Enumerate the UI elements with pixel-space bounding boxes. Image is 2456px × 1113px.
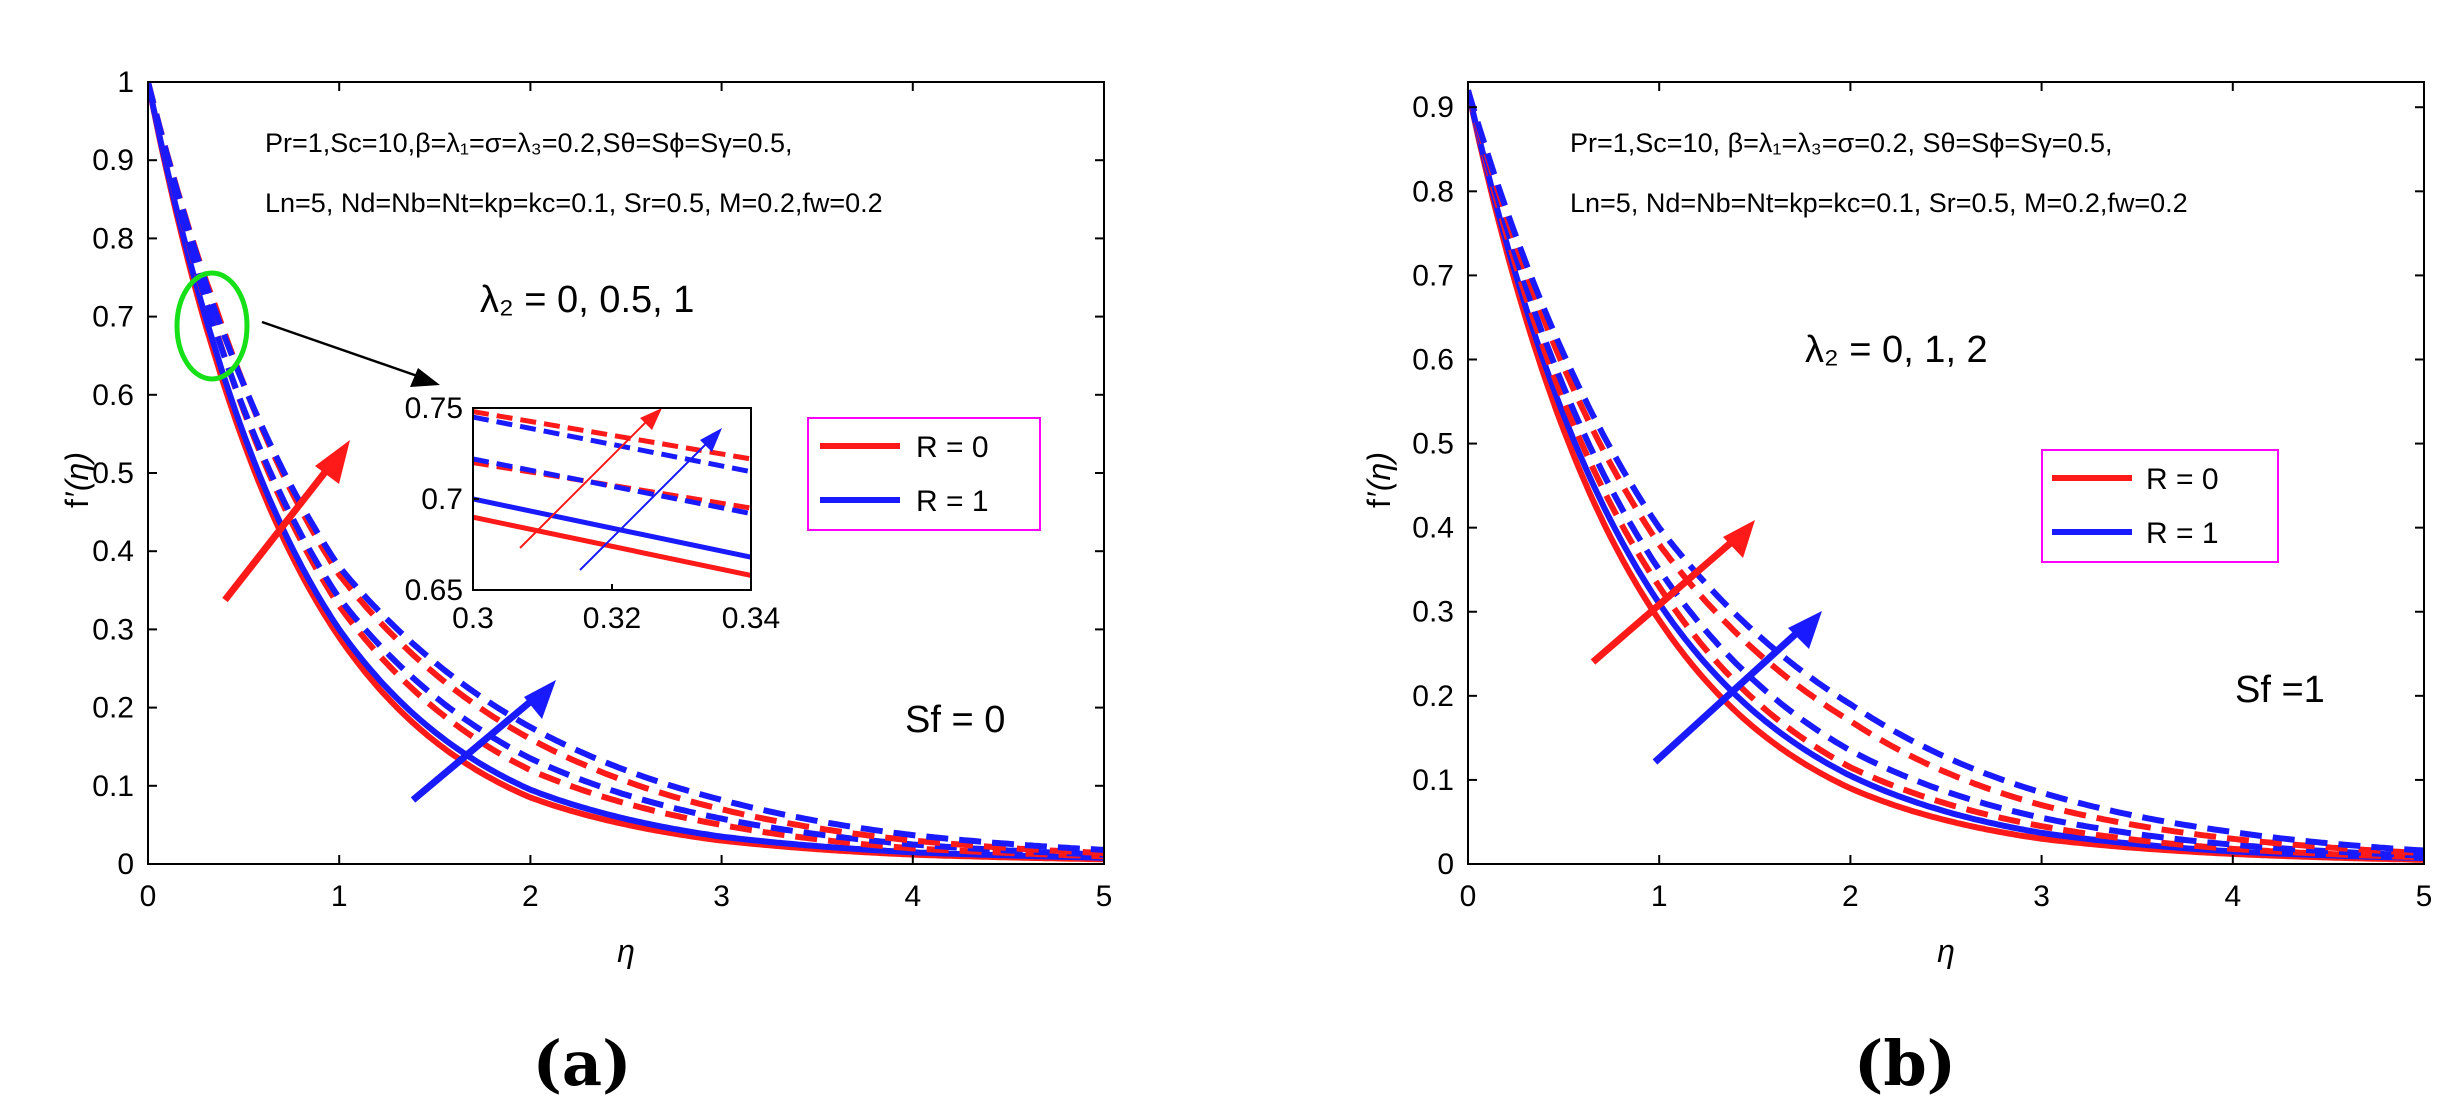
panel-b-ytick-label: 0.7 [1412,259,1454,292]
panel-a-series-r0-lambda1 [148,82,1104,857]
panel-a-xtick-label: 0 [140,880,157,913]
panel-a-sf-label: Sf = 0 [905,699,1005,741]
panel-a-legend-r0-label: R = 0 [916,431,989,464]
panel-a-inset-ytick-label: 0.75 [405,392,463,425]
panel-a-ytick-label: 0.9 [92,144,134,177]
panel-a-xtick-label: 2 [522,880,539,913]
panel-b-ylabel-arg: (η) [1361,452,1397,491]
panel-b-series-r0-lambda2 [1468,89,2424,857]
panel-a-ytick-label: 0 [117,848,134,881]
panel-a-ytick-label: 0.8 [92,222,134,255]
panel-a-lambda-label: λ₂ = 0, 0.5, 1 [480,279,694,321]
panel-b-xtick-label: 1 [1651,880,1668,913]
panel-a-inset-ytick-label: 0.65 [405,574,463,607]
panel-b-legend-r0-label: R = 0 [2146,463,2219,496]
panel-a-ytick-label: 0.6 [92,379,134,412]
panel-a-params-line1: Pr=1,Sc=10,β=λ₁=σ=λ₃=0.2,Sθ=Sϕ=Sγ=0.5, [265,128,793,158]
panel-b-ytick-label: 0 [1437,848,1454,881]
panel-a-curves [148,82,1104,863]
panel-a-series-r1-lambda0p5 [148,82,1104,858]
panel-a-inset-xtick-label: 0.3 [452,602,494,635]
panel-a-inset-series-r1-lambda0 [473,496,751,560]
panel-a-params-line2: Ln=5, Nd=Nb=Nt=kp=kc=0.1, Sr=0.5, M=0.2,… [265,188,883,218]
panel-a-legend-entry-r1: R = 1 [820,485,989,518]
panel-b-xtick-label: 0 [1460,880,1477,913]
panel-a-zoom-pointer-line [261,320,427,381]
panel-b-ylabel-base: f [1361,499,1397,508]
panel-b-legend: R = 0 R = 1 [2041,449,2279,563]
panel-a-red-trend-arrow [222,440,350,603]
panel-a-series-r0-lambda0p5 [148,82,1104,860]
panel-b-ytick-label: 0.4 [1412,512,1454,545]
panel-a-legend: R = 0 R = 1 [807,417,1041,531]
panel-a-inset-ytick-label: 0.7 [421,483,463,516]
panel-a-ytick-label: 0.5 [92,457,134,490]
panel-b-blue-trend-arrow [1652,611,1822,765]
panel-b-params-line2: Ln=5, Nd=Nb=Nt=kp=kc=0.1, Sr=0.5, M=0.2,… [1570,188,2188,218]
panel-a-inset-xtick-label: 0.32 [583,602,641,635]
panel-a-ytick-label: 0.2 [92,692,134,725]
panel-b-legend-entry-r0: R = 0 [2052,463,2219,496]
panel-a-ytick-label: 0.3 [92,613,134,646]
panel-b-xtick-label: 5 [2416,880,2433,913]
panel-a-inset-xtick-label: 0.34 [722,602,780,635]
panel-a-label: (a) [533,1027,632,1100]
panel-b-ticks: 0 1 2 3 4 5 0 0.1 0.2 0.3 0.4 0.5 0.6 0.7 0.8 0.9 [1412,82,2432,913]
panel-b-ytick-label: 0.2 [1412,680,1454,713]
panel-b-ytick-label: 0.9 [1412,91,1454,124]
panel-b-ytick-label: 0.1 [1412,764,1454,797]
panel-b-ylabel: f′(η) [1361,452,1397,508]
panel-b-curves [1468,89,2424,863]
panel-b: 0 1 2 3 4 5 0 0.1 0.2 0.3 0.4 0.5 0.6 0.7 0.8 0.9 η f′(… [1361,81,2432,1100]
panel-a-xtick-label: 5 [1096,880,1113,913]
svg-text:f′(η): f′(η) [59,452,95,508]
panel-b-label: (b) [1854,1027,1956,1100]
panel-a-inset-curves [473,409,751,578]
panel-a-ylabel: f′(η) [59,452,95,508]
panel-a-ytick-label: 0.1 [92,770,134,803]
panel-b-ytick-label: 0.5 [1412,428,1454,461]
panel-a-xlabel: η [617,933,635,969]
panel-b-xlabel: η [1937,933,1955,969]
panel-a-ylabel-base: f [59,499,95,508]
panel-b-params-line1: Pr=1,Sc=10, β=λ₁=λ₃=σ=0.2, Sθ=Sϕ=Sγ=0.5, [1570,128,2113,158]
panel-a: 0 1 2 3 4 5 0 0.1 0.2 0.3 0.4 0.5 0.6 0.7 0.8 0.9 1 η f′… [59,66,1112,1100]
panel-a-xtick-label: 4 [904,880,921,913]
panel-a-series-r1-lambda0 [148,82,1104,861]
panel-b-xtick-label: 3 [2033,880,2050,913]
panel-a-inset-blue-arrow [579,428,722,571]
panel-a-zoom-ellipse [174,270,250,382]
panel-a-legend-entry-r0: R = 0 [820,431,989,464]
panel-b-red-trend-arrow [1590,520,1755,665]
panel-b-lambda-label: λ₂ = 0, 1, 2 [1805,329,1988,371]
panel-a-series-r1-lambda1 [148,82,1104,853]
panel-a-legend-r1-label: R = 1 [916,485,989,518]
panel-a-ticks: 0 1 2 3 4 5 0 0.1 0.2 0.3 0.4 0.5 0.6 0.7 0.8 0.9 1 [92,66,1112,913]
panel-a-xtick-label: 3 [713,880,730,913]
panel-b-ytick-label: 0.8 [1412,175,1454,208]
panel-a-zoom-pointer-head [410,368,440,387]
panel-b-xtick-label: 2 [1842,880,1859,913]
panel-a-ytick-label: 1 [117,66,134,99]
panel-b-series-r0-lambda1 [1468,89,2424,861]
panel-a-ytick-label: 0.7 [92,301,134,334]
panel-b-ytick-label: 0.3 [1412,596,1454,629]
panel-b-legend-entry-r1: R = 1 [2052,517,2219,550]
panel-a-xtick-label: 1 [331,880,348,913]
panel-b-ytick-label: 0.6 [1412,343,1454,376]
panel-a-ylabel-arg: (η) [59,452,95,491]
panel-a-inset-ticks: 0.3 0.32 0.34 0.65 0.7 0.75 [405,392,781,635]
panel-b-legend-r1-label: R = 1 [2146,517,2219,550]
panel-a-inset-series-r0-lambda0 [473,514,751,578]
panel-a-ytick-label: 0.4 [92,535,134,568]
panel-b-sf-label: Sf =1 [2235,669,2325,711]
panel-a-blue-trend-arrow [410,680,556,803]
panel-b-axes-box [1467,81,2425,865]
svg-text:f′(η): f′(η) [1361,452,1397,508]
panel-a-inset-red-arrow [519,408,662,549]
panel-a-inset: 0.3 0.32 0.34 0.65 0.7 0.75 [405,392,781,635]
panel-b-xtick-label: 4 [2224,880,2241,913]
